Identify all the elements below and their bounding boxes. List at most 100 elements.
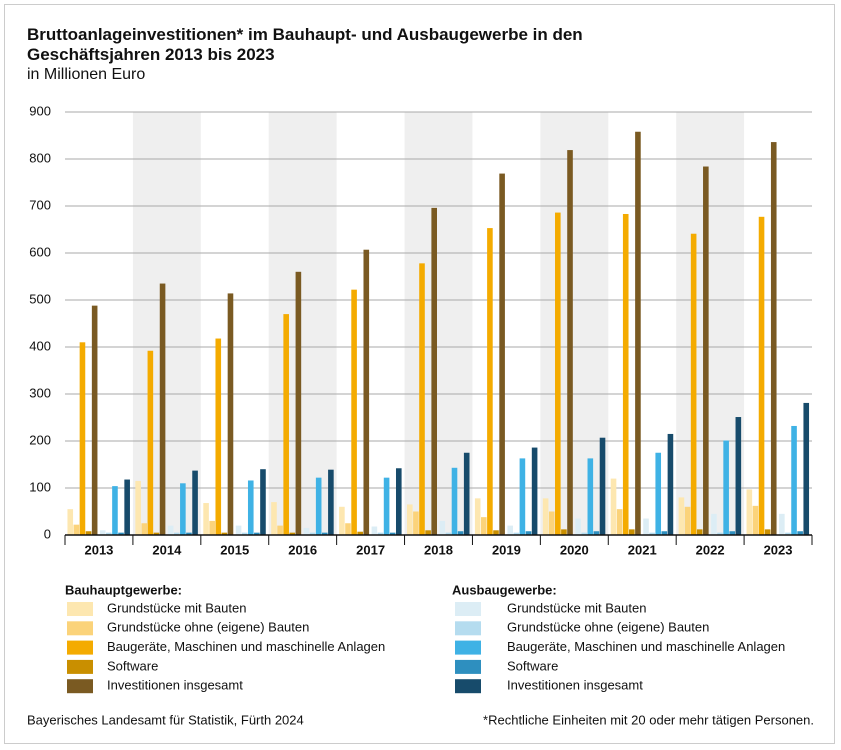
bar: [746, 489, 753, 535]
bar: [555, 212, 561, 535]
bar: [227, 293, 234, 535]
bar: [271, 502, 277, 535]
bar: [289, 532, 296, 535]
bar: [729, 531, 736, 535]
bar: [610, 478, 617, 535]
x-tick-label: 2018: [424, 542, 453, 557]
bar: [192, 470, 198, 535]
bar: [542, 498, 549, 535]
bar: [513, 532, 520, 535]
legend-heading: Bauhauptgewerbe:: [65, 582, 182, 597]
x-tick-label: 2020: [560, 542, 589, 557]
bar: [463, 452, 470, 535]
bar: [525, 531, 532, 535]
bar: [389, 532, 396, 535]
legend-label: Grundstücke mit Bauten: [107, 600, 246, 615]
bar: [124, 479, 130, 535]
bar: [717, 532, 723, 535]
bar: [635, 131, 641, 536]
bar: [457, 531, 464, 535]
bar: [567, 150, 573, 535]
bar: [684, 506, 691, 535]
x-tick-label: 2023: [764, 542, 793, 557]
bar: [703, 166, 709, 535]
bar: [85, 531, 92, 535]
legend-swatch: [455, 659, 481, 674]
bar: [758, 216, 765, 535]
chart-subtitle: in Millionen Euro: [27, 66, 146, 83]
legend-heading: Ausbaugewerbe:: [452, 582, 557, 597]
bar: [339, 506, 345, 535]
y-tick-label: 600: [29, 244, 51, 259]
bar: [561, 529, 567, 535]
bar: [519, 458, 526, 535]
y-tick-label: 200: [29, 432, 51, 447]
bar: [431, 207, 437, 535]
bar: [531, 447, 538, 535]
legend-label: Grundstücke ohne (eigene) Bauten: [507, 620, 709, 635]
bar: [328, 469, 334, 535]
footnote: *Rechtliche Einheiten mit 20 oder mehr t…: [483, 712, 814, 727]
bar: [309, 532, 316, 535]
x-tick-label: 2015: [220, 542, 249, 557]
bar: [548, 511, 555, 535]
bar: [363, 249, 370, 535]
bar: [425, 530, 431, 535]
bar: [371, 526, 378, 535]
legend-swatch: [67, 679, 93, 694]
bar: [295, 271, 302, 535]
y-tick-label: 500: [29, 291, 51, 306]
bar: [616, 509, 623, 535]
bar: [147, 350, 154, 535]
bar: [622, 213, 629, 536]
bar: [587, 458, 594, 535]
bar: [770, 142, 777, 535]
bar: [167, 525, 174, 535]
bar: [112, 486, 118, 535]
bar: [507, 525, 514, 535]
bar: [106, 532, 112, 535]
bar: [419, 263, 425, 535]
bar: [803, 402, 810, 535]
bar: [180, 483, 186, 535]
bar: [321, 532, 328, 535]
bar: [351, 289, 357, 535]
legend-label: Software: [507, 658, 558, 673]
bar: [241, 532, 248, 535]
bar: [173, 532, 180, 535]
bar: [752, 505, 759, 535]
bar: [153, 532, 160, 535]
bar: [487, 228, 493, 535]
bar: [395, 468, 402, 535]
bar: [357, 531, 363, 535]
bar: [499, 173, 505, 535]
bar: [254, 532, 260, 535]
x-tick-label: 2022: [696, 542, 725, 557]
bar: [764, 529, 771, 535]
bar: [451, 467, 458, 535]
bar: [141, 523, 148, 535]
legend-label: Investitionen insgesamt: [507, 678, 643, 693]
y-tick-label: 0: [44, 526, 51, 541]
x-tick-label: 2016: [288, 542, 317, 557]
bar: [643, 518, 649, 535]
legend-swatch: [67, 621, 93, 636]
legend-swatch: [455, 621, 481, 636]
bar: [91, 305, 98, 535]
bar: [79, 342, 86, 535]
bar: [345, 523, 351, 535]
bar: [186, 532, 192, 535]
x-tick-label: 2017: [356, 542, 385, 557]
bar: [260, 469, 266, 535]
bar: [283, 314, 289, 535]
bar: [413, 511, 419, 535]
bar: [629, 529, 635, 535]
bar: [215, 338, 222, 535]
y-tick-label: 900: [29, 103, 51, 118]
bar: [649, 532, 655, 535]
bar: [593, 531, 600, 535]
source: Bayerisches Landesamt für Statistik, Für…: [27, 712, 304, 727]
bar: [159, 283, 166, 535]
bar: [779, 513, 785, 535]
bar: [696, 529, 703, 535]
